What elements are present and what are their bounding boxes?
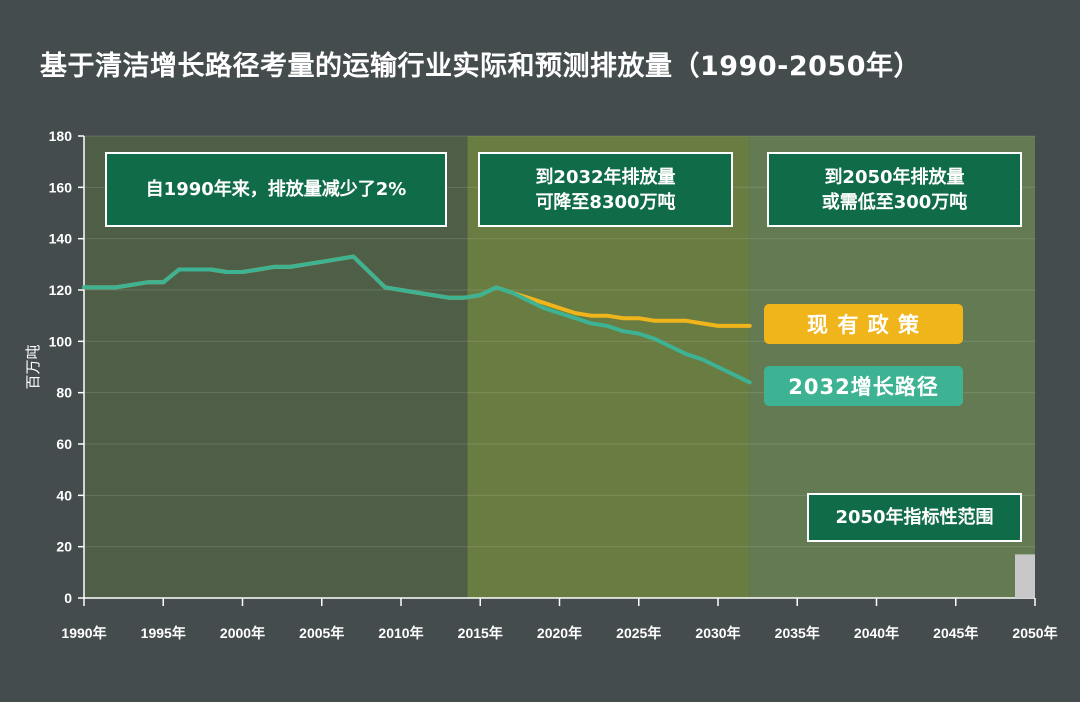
x-tick-label-2030: 2030年 — [695, 625, 740, 641]
y-tick-label-100: 100 — [49, 333, 73, 349]
annotation-2050-range: 2050年指标性范围 — [807, 493, 1022, 542]
y-tick-label-140: 140 — [49, 231, 73, 247]
chart-title: 基于清洁增长路径考量的运输行业实际和预测排放量（1990-2050年） — [40, 51, 921, 82]
y-tick-label-40: 40 — [56, 487, 72, 503]
x-tick-label-2005: 2005年 — [299, 625, 344, 641]
annotation-2050: 到2050年排放量 或需低至300万吨 — [767, 152, 1022, 227]
annotation-2032-line2: 可降至8300万吨 — [535, 191, 676, 213]
y-tick-label-0: 0 — [64, 590, 72, 606]
annotation-2050-line1: 到2050年排放量 — [824, 166, 965, 188]
x-tick-label-1995: 1995年 — [141, 625, 186, 641]
series-label-pathway: 2032增长路径 — [764, 366, 963, 406]
x-tick-label-2010: 2010年 — [378, 625, 423, 641]
y-tick-label-160: 160 — [49, 179, 73, 195]
y-tick-label-120: 120 — [49, 282, 73, 298]
x-tick-label-1990: 1990年 — [61, 625, 106, 641]
series-line-pathway — [82, 254, 752, 385]
y-tick-label-60: 60 — [56, 436, 72, 452]
annotation-2032-line1: 到2032年排放量 — [535, 166, 676, 188]
y-tick-label-80: 80 — [56, 385, 72, 401]
annotation-since-1990: 自1990年来，排放量减少了2% — [105, 152, 447, 227]
x-tick-label-2025: 2025年 — [616, 625, 661, 641]
x-tick-label-2000: 2000年 — [220, 625, 265, 641]
x-tick-label-2020: 2020年 — [537, 625, 582, 641]
range-2050-bar — [1015, 554, 1035, 598]
y-tick-label-20: 20 — [56, 539, 72, 555]
annotation-2050-range-text: 2050年指标性范围 — [835, 507, 994, 528]
y-tick-label-180: 180 — [49, 128, 73, 144]
x-tick-label-2045: 2045年 — [933, 625, 978, 641]
x-tick-label-2015: 2015年 — [458, 625, 503, 641]
annotation-2032: 到2032年排放量 可降至8300万吨 — [478, 152, 733, 227]
x-tick-label-2035: 2035年 — [775, 625, 820, 641]
x-tick-label-2050: 2050年 — [1012, 625, 1057, 641]
annotation-since-1990-text: 自1990年来，排放量减少了2% — [145, 179, 407, 200]
x-tick-label-2040: 2040年 — [854, 625, 899, 641]
annotation-2050-line2: 或需低至300万吨 — [821, 191, 968, 213]
y-axis-label: 百万吨 — [24, 344, 42, 389]
series-label-policy: 现 有 政 策 — [764, 304, 963, 344]
